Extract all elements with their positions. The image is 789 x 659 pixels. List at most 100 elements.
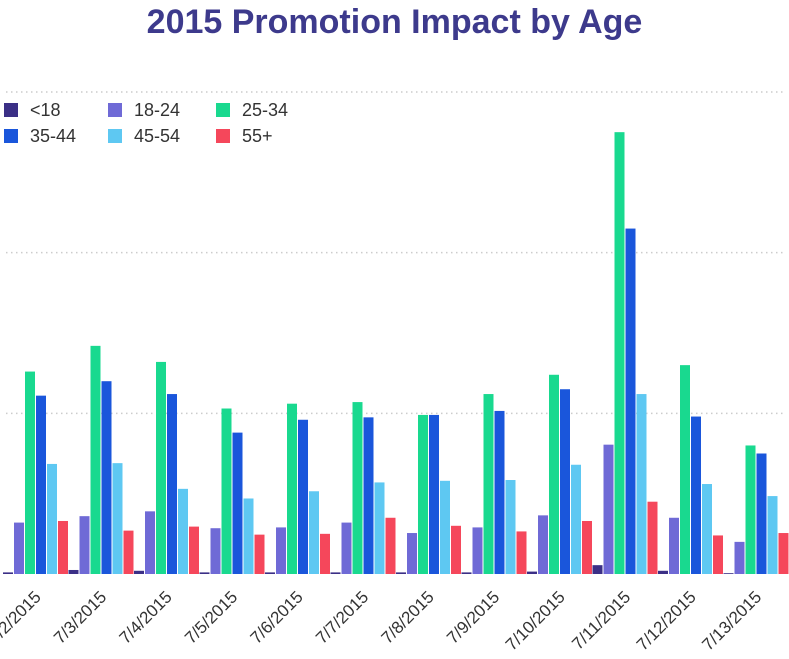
bar: [352, 402, 363, 574]
bar: [90, 345, 101, 574]
x-tick-label: 7/4/2015: [116, 587, 176, 647]
bar: [734, 541, 745, 574]
bar: [756, 453, 767, 574]
bar: [14, 522, 24, 574]
x-tick-label: 7/9/2015: [443, 587, 503, 647]
bar: [461, 572, 472, 574]
bar: [341, 522, 352, 574]
bar: [516, 531, 527, 574]
bar: [298, 419, 308, 574]
bar: [276, 527, 286, 574]
bar: [385, 517, 396, 574]
x-tick-label: 7/12/2015: [633, 587, 700, 654]
bar: [36, 395, 46, 574]
chart-title: 2015 Promotion Impact by Age: [146, 3, 643, 41]
bar: [79, 516, 90, 574]
legend-swatch: [4, 129, 18, 143]
bar: [396, 572, 406, 574]
legend-swatch: [108, 129, 122, 143]
bar: [374, 482, 385, 574]
bar: [221, 408, 232, 574]
bar: [592, 565, 603, 574]
x-tick-label: 7/8/2015: [378, 587, 438, 647]
legend-label: 45-54: [134, 125, 181, 146]
legend-item: 35-44: [4, 125, 76, 147]
bar: [440, 480, 450, 574]
bar: [265, 572, 275, 574]
bar: [603, 444, 614, 574]
bar: [167, 394, 177, 574]
bar: [429, 414, 439, 574]
bar: [407, 533, 417, 574]
bar: [112, 463, 123, 574]
x-tick-label: 7/10/2015: [502, 587, 569, 654]
bar: [723, 573, 734, 574]
x-tick-label: 7/11/2015: [568, 587, 634, 653]
x-tick-label: 7/3/2015: [50, 587, 110, 647]
bar: [47, 463, 57, 574]
legend-item: 45-54: [108, 125, 180, 147]
bar: [483, 394, 494, 574]
bar: [778, 533, 789, 574]
bar: [134, 570, 144, 574]
bar: [560, 389, 570, 574]
bar: [451, 525, 461, 574]
bar: [669, 517, 679, 574]
x-tick-label: 7/7/2015: [312, 587, 372, 647]
bar: [713, 535, 723, 574]
bar: [178, 488, 188, 574]
bar: [68, 569, 79, 574]
x-tick-label: 7/2/2015: [0, 587, 45, 647]
bar: [199, 572, 210, 574]
legend-swatch: [216, 103, 230, 117]
bar: [330, 572, 341, 574]
legend-label: 25-34: [242, 99, 289, 120]
bar: [309, 491, 319, 574]
bar: [680, 365, 690, 574]
bar: [494, 410, 505, 574]
bar: [243, 498, 254, 574]
bar: [625, 228, 636, 575]
x-tick-label: 7/5/2015: [181, 587, 241, 647]
legend-label: <18: [30, 99, 61, 120]
bar: [418, 414, 428, 574]
bar: [363, 417, 374, 574]
legend-swatch: [108, 103, 122, 117]
bar: [189, 526, 199, 574]
bar: [614, 132, 625, 574]
bar: [25, 371, 35, 574]
legend-label: 18-24: [134, 99, 181, 120]
legend-swatch: [4, 103, 18, 117]
legend-label: 55+: [242, 125, 273, 146]
legend-item: 55+: [216, 125, 273, 147]
legend-swatch: [216, 129, 230, 143]
bar: [156, 361, 166, 574]
bar: [3, 572, 13, 574]
bar: [505, 480, 516, 574]
bar: [527, 571, 537, 574]
bar: [571, 464, 581, 574]
bar: [123, 530, 134, 574]
legend-item: 25-34: [216, 99, 288, 121]
bar: [287, 403, 297, 574]
bar: [691, 416, 701, 574]
bar: [58, 520, 68, 574]
legend-label: 35-44: [30, 125, 77, 146]
bar: [232, 432, 243, 574]
bar: [658, 570, 668, 574]
bar: [472, 527, 483, 574]
bar: [636, 394, 647, 574]
bar: [320, 533, 330, 574]
bar: [101, 381, 112, 574]
bar: [210, 528, 221, 574]
bar: [745, 445, 756, 574]
bar: [145, 511, 155, 574]
legend-item: 18-24: [108, 99, 180, 121]
x-tick-label: 7/6/2015: [247, 587, 307, 647]
bar: [538, 515, 548, 574]
x-tick-label: 7/13/2015: [698, 587, 765, 654]
bar: [702, 484, 712, 574]
bar: [254, 534, 265, 574]
bar: [647, 501, 658, 574]
